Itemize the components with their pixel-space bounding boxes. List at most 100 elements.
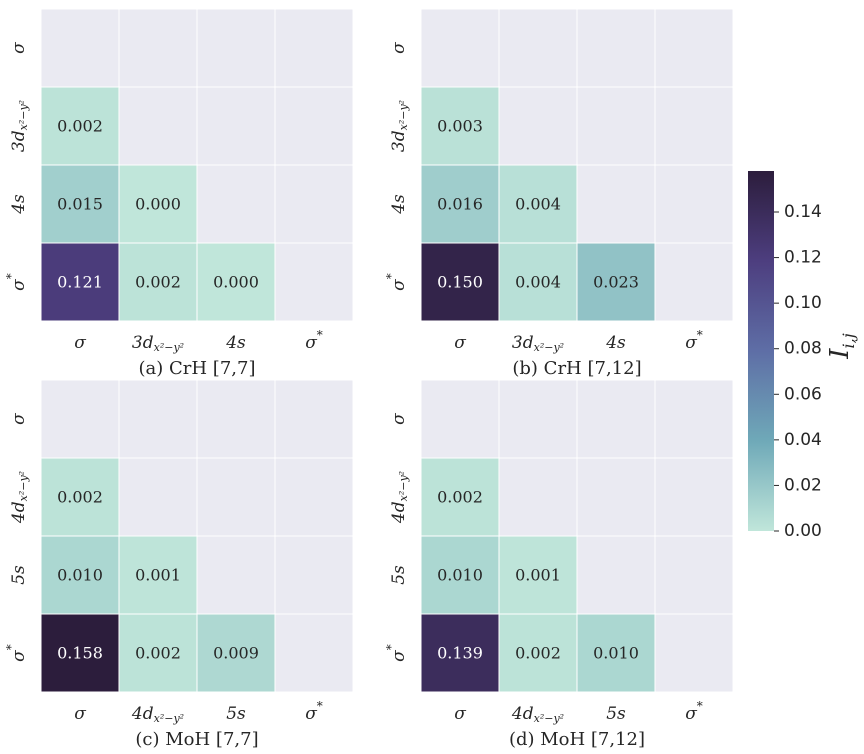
- row-tick-label: 4dx²−y²: [9, 471, 31, 524]
- heatmap-cell: [196, 86, 276, 166]
- colorbar-tick-label: 0.14: [784, 202, 822, 222]
- col-tick-label: σ*: [305, 699, 323, 724]
- colorbar-tick-label: 0.00: [784, 521, 822, 541]
- colorbar-label: Ii,j: [825, 333, 858, 359]
- col-tick-label: 4dx²−y²: [511, 704, 564, 726]
- heatmap-cell: [576, 457, 656, 537]
- row-tick-label: σ*: [4, 273, 29, 291]
- heatmap-cell: [654, 164, 734, 244]
- row-tick-label: σ: [9, 42, 29, 54]
- col-tick-label: σ: [74, 333, 86, 353]
- heatmap-cell: [274, 8, 354, 88]
- heatmap-cell: [40, 242, 120, 322]
- heatmap-cell: [118, 613, 198, 693]
- heatmap-cell: [498, 379, 578, 459]
- cell-value-label: 0.150: [437, 273, 483, 292]
- heatmap-cell: [576, 86, 656, 166]
- heatmap-cell: [420, 8, 500, 88]
- heatmap-cell: [576, 164, 656, 244]
- cell-value-label: 0.010: [593, 644, 639, 663]
- cell-value-label: 0.015: [57, 195, 103, 214]
- cell-value-label: 0.004: [515, 195, 561, 214]
- row-tick-label: σ*: [4, 644, 29, 662]
- col-tick-label: 4s: [605, 333, 626, 353]
- heatmap-cell: [498, 8, 578, 88]
- heatmap-cell: [274, 457, 354, 537]
- colorbar-tick-label: 0.08: [784, 339, 822, 359]
- colorbar-tick-label: 0.12: [784, 248, 822, 268]
- heatmap-cell: [118, 242, 198, 322]
- colorbar-ticks: 0.00 0.02 0.04 0.06 0.08 0.10 0.12 0.14: [774, 202, 822, 541]
- heatmap-cell: [576, 242, 656, 322]
- heatmap-cell: [654, 86, 734, 166]
- heatmap-cell: [274, 86, 354, 166]
- cell-value-label: 0.002: [57, 488, 103, 507]
- heatmap-cell: [498, 457, 578, 537]
- heatmap-cell: [654, 613, 734, 693]
- heatmap-cell: [498, 613, 578, 693]
- row-tick-label: σ: [9, 413, 29, 425]
- row-tick-label: 5s: [389, 565, 409, 585]
- col-tick-label: σ: [454, 333, 466, 353]
- cell-value-label: 0.002: [135, 273, 181, 292]
- row-tick-label: 3dx²−y²: [9, 100, 31, 152]
- col-tick-label: σ*: [685, 699, 703, 724]
- heatmap-panel-3: 0.002 0.010 0.001 0.158 0.002 0.009 σ 4dx²−y² 5s…: [4, 379, 354, 750]
- heatmap-cell: [654, 535, 734, 615]
- cell-value-label: 0.158: [57, 644, 103, 663]
- cell-value-label: 0.023: [593, 273, 639, 292]
- heatmap-cell: [576, 8, 656, 88]
- heatmap-cell: [118, 8, 198, 88]
- heatmap-cell: [420, 457, 500, 537]
- colorbar-label-base: I: [825, 348, 855, 360]
- panel-caption: (b) CrH [7,12]: [512, 358, 641, 379]
- cell-value-label: 0.000: [135, 195, 181, 214]
- cell-value-label: 0.016: [437, 195, 483, 214]
- heatmap-cell: [654, 8, 734, 88]
- row-tick-label: σ: [389, 42, 409, 54]
- col-tick-label: 5s: [226, 704, 246, 724]
- heatmap-cell: [40, 535, 120, 615]
- row-tick-label: 3dx²−y²: [389, 100, 411, 152]
- heatmap-cell: [654, 379, 734, 459]
- col-tick-label: σ: [454, 704, 466, 724]
- panel-caption: (c) MoH [7,7]: [135, 729, 258, 750]
- heatmap-cell: [196, 164, 276, 244]
- row-tick-label: σ*: [384, 273, 409, 291]
- panel-caption: (d) MoH [7,12]: [509, 729, 645, 750]
- heatmap-cell: [196, 535, 276, 615]
- heatmap-cell: [196, 242, 276, 322]
- cell-value-label: 0.009: [213, 644, 259, 663]
- cell-value-label: 0.001: [135, 566, 181, 585]
- heatmap-cell: [498, 535, 578, 615]
- heatmap-cell: [196, 613, 276, 693]
- heatmap-cell: [576, 535, 656, 615]
- cell-value-label: 0.139: [437, 644, 483, 663]
- cell-value-label: 0.002: [437, 488, 483, 507]
- col-tick-label: 4s: [225, 333, 246, 353]
- row-tick-label: 4dx²−y²: [389, 471, 411, 524]
- cell-value-label: 0.001: [515, 566, 561, 585]
- heatmap-cell: [40, 86, 120, 166]
- heatmap-panel-2: 0.003 0.016 0.004 0.150 0.004 0.023 σ 3dx²−y² 4s…: [384, 8, 734, 379]
- heatmap-cell: [118, 379, 198, 459]
- heatmap-cell: [196, 8, 276, 88]
- row-tick-label: σ*: [384, 644, 409, 662]
- heatmap-cell: [274, 613, 354, 693]
- heatmap-panels: 0.002 0.015 0.000 0.121 0.002 0.000 σ 3dx²−y² 4s…: [4, 8, 734, 750]
- heatmap-cell: [576, 379, 656, 459]
- colorbar-tick-label: 0.04: [784, 430, 822, 450]
- heatmap-cell: [420, 379, 500, 459]
- col-tick-label: σ*: [685, 328, 703, 353]
- heatmap-cell: [40, 379, 120, 459]
- colorbar-gradient: [748, 171, 774, 531]
- heatmap-cell: [274, 535, 354, 615]
- colorbar-tick-label: 0.10: [784, 293, 822, 313]
- heatmap-cell: [196, 379, 276, 459]
- colorbar-tick-label: 0.06: [784, 384, 822, 404]
- colorbar-label-sub: i,j: [839, 333, 858, 348]
- cell-value-label: 0.002: [135, 644, 181, 663]
- row-tick-label: 4s: [9, 194, 29, 215]
- col-tick-label: σ: [74, 704, 86, 724]
